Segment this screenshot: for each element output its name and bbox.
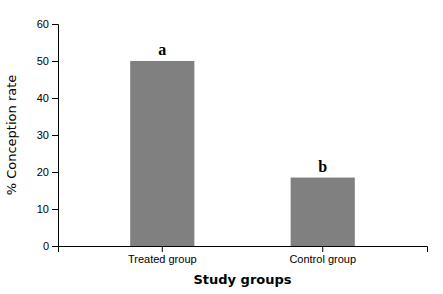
bar <box>130 61 194 246</box>
chart-svg: 0 10 20 30 40 50 60 Treated group Control group a… <box>0 0 443 294</box>
x-tick: Treated group <box>128 246 197 265</box>
y-tick: 0 <box>43 240 58 252</box>
plot-area: 0 10 20 30 40 50 60 Treated group Control group a… <box>37 18 428 265</box>
annotation: b <box>318 158 327 175</box>
y-tick-mark <box>52 98 58 99</box>
y-tick: 60 <box>37 18 58 30</box>
y-tick-label: 40 <box>37 92 49 104</box>
y-tick: 40 <box>37 92 58 104</box>
y-tick-label: 30 <box>37 129 49 141</box>
y-tick: 50 <box>37 55 58 67</box>
bar <box>291 178 355 246</box>
x-tick-label: Control group <box>289 253 356 265</box>
chart-container: 0 10 20 30 40 50 60 Treated group Control group a… <box>0 0 443 294</box>
y-tick-mark <box>52 172 58 173</box>
y-tick: 30 <box>37 129 58 141</box>
y-tick-mark <box>52 135 58 136</box>
y-axis-title: % Conception rate <box>4 75 19 196</box>
y-tick-label: 10 <box>37 203 49 215</box>
y-tick: 10 <box>37 203 58 215</box>
y-tick-mark <box>52 24 58 25</box>
x-tick-mark <box>322 246 323 252</box>
x-tick-label: Treated group <box>128 253 197 265</box>
x-axis-line <box>59 247 428 253</box>
y-axis: 0 10 20 30 40 50 60 <box>37 18 59 252</box>
y-tick-label: 0 <box>43 240 49 252</box>
y-tick-mark <box>52 246 58 247</box>
x-tick: Control group <box>289 246 356 265</box>
y-tick-label: 60 <box>37 18 49 30</box>
y-axis-line <box>52 25 59 247</box>
annotations: ab <box>158 41 327 175</box>
bars <box>130 61 355 246</box>
y-tick: 20 <box>37 166 58 178</box>
y-tick-mark <box>52 209 58 210</box>
x-axis-title: Study groups <box>193 272 291 287</box>
annotation: a <box>158 41 166 58</box>
y-tick-label: 20 <box>37 166 49 178</box>
y-tick-mark <box>52 61 58 62</box>
x-tick-mark <box>162 246 163 252</box>
x-axis: Treated group Control group <box>59 246 428 265</box>
y-tick-label: 50 <box>37 55 49 67</box>
